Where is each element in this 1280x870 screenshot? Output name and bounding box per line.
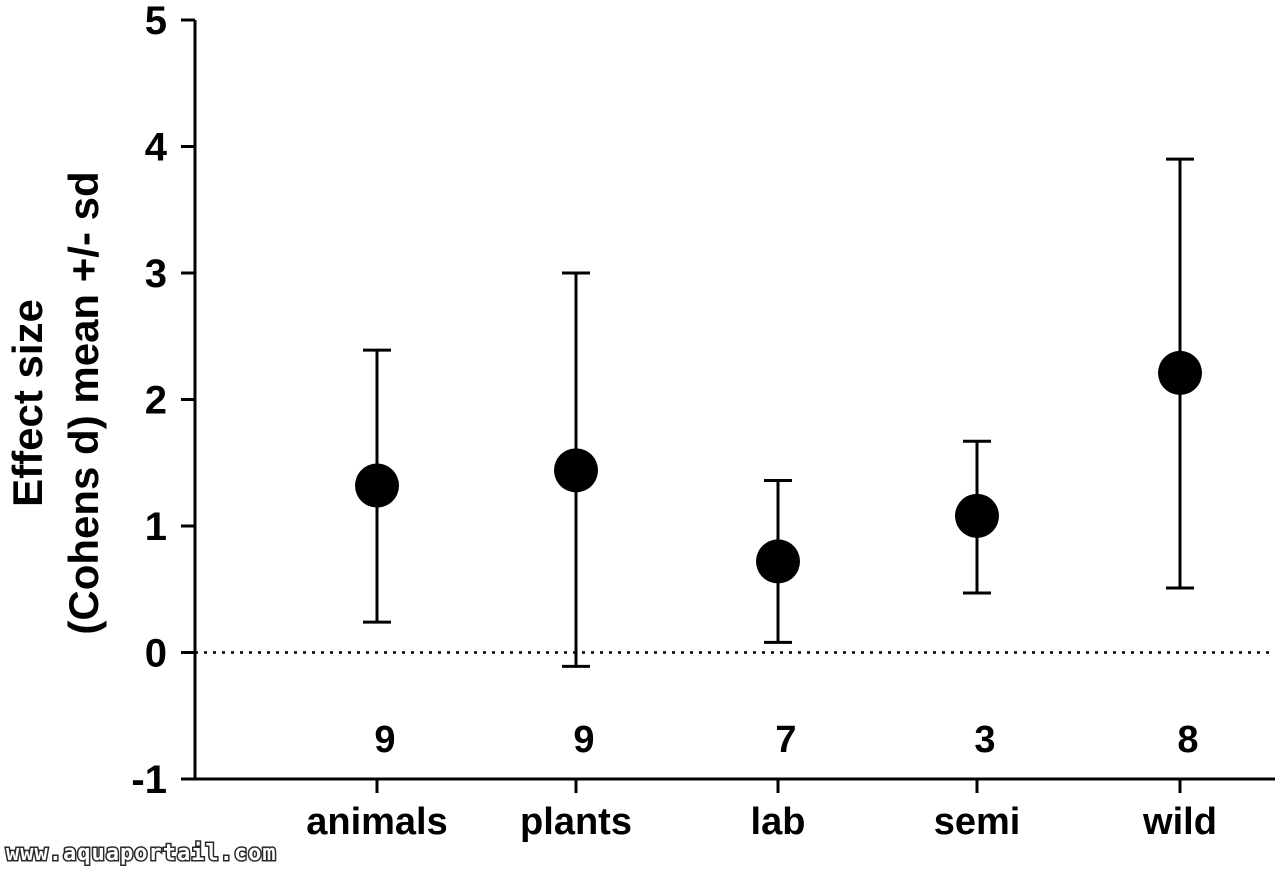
- sample-size-label-wild: 8: [1177, 719, 1198, 761]
- y-tick-label: -1: [131, 758, 167, 802]
- y-tick-label: 4: [145, 126, 168, 170]
- y-axis-title-line1: Effect size: [4, 299, 51, 507]
- x-category-label-semi: semi: [934, 801, 1021, 843]
- sample-size-label-animals: 9: [374, 719, 395, 761]
- y-tick-label: 1: [145, 505, 167, 549]
- y-tick-label: 3: [145, 252, 167, 296]
- sample-size-label-semi: 3: [974, 719, 995, 761]
- sample-size-label-lab: 7: [775, 719, 796, 761]
- sample-size-label-plants: 9: [573, 719, 594, 761]
- x-category-label-lab: lab: [751, 801, 806, 843]
- x-category-label-animals: animals: [306, 801, 448, 843]
- mean-point-lab: [756, 539, 800, 584]
- mean-point-plants: [554, 448, 598, 493]
- x-category-label-wild: wild: [1142, 801, 1217, 843]
- data-marks: [355, 157, 1202, 668]
- axes: [181, 18, 1275, 793]
- mean-point-semi: [955, 493, 999, 538]
- y-tick-label: 0: [145, 632, 167, 676]
- watermark: www.aquaportail.com: [6, 841, 277, 866]
- mean-point-animals: [355, 463, 399, 508]
- mean-point-wild: [1158, 350, 1202, 395]
- labels: -1 0 1 2 3 4 5 animals 9 plants 9 lab 7 semi 3 wild 8: [131, 0, 1217, 843]
- x-category-label-plants: plants: [520, 801, 632, 843]
- y-tick-label: 2: [145, 379, 167, 423]
- y-tick-label: 5: [145, 0, 167, 43]
- y-axis-title-line2: (Cohens d) mean +/- sd: [60, 171, 107, 634]
